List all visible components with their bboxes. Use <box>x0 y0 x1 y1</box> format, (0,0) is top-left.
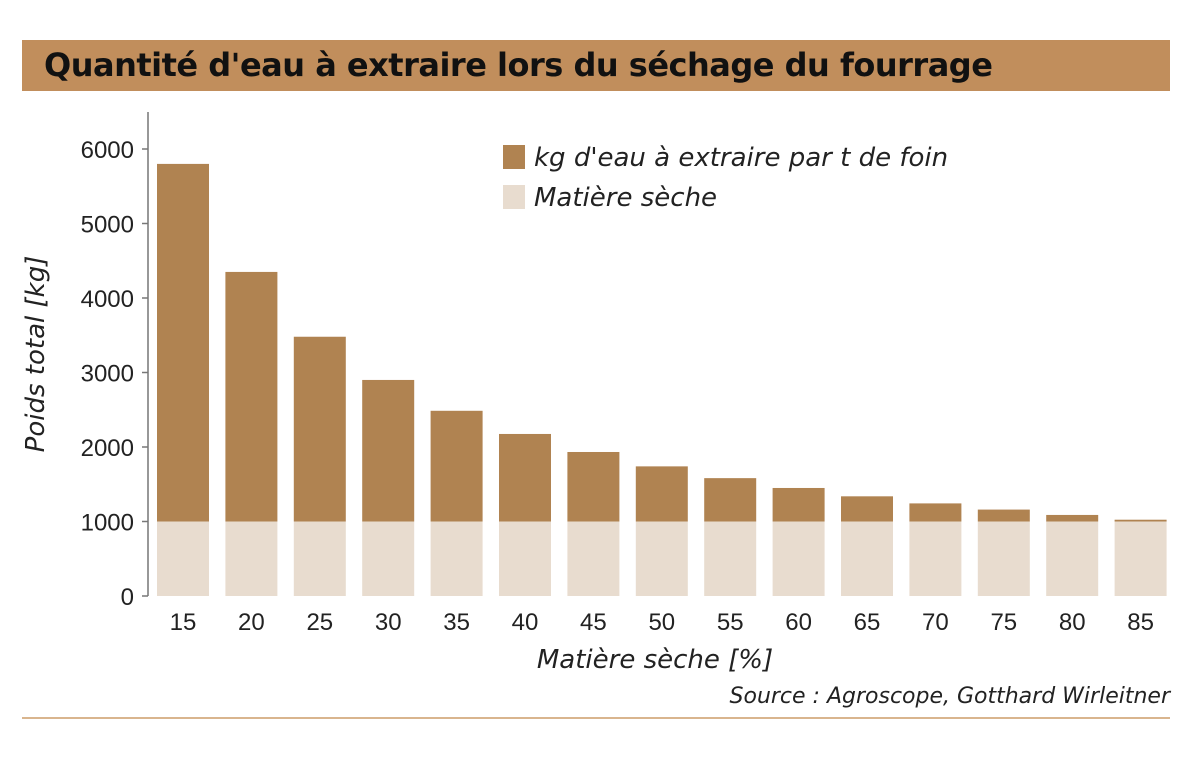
y-axis-label: Poids total [kg] <box>21 256 51 453</box>
x-tick-label: 15 <box>170 609 197 636</box>
bar-water <box>841 496 893 522</box>
bar-dry-matter <box>430 521 483 596</box>
x-tick-label: 80 <box>1059 609 1086 636</box>
bar-dry-matter <box>635 521 688 596</box>
x-tick-label: 85 <box>1127 609 1154 636</box>
x-tick-label: 65 <box>854 609 881 636</box>
legend-label: kg d'eau à extraire par t de foin <box>534 143 948 173</box>
bar-dry-matter <box>1114 521 1167 596</box>
bar-dry-matter <box>909 521 962 596</box>
y-tick-label: 4000 <box>81 286 134 313</box>
bar-dry-matter <box>225 521 278 596</box>
bar-dry-matter <box>567 521 620 596</box>
title-bar: Quantité d'eau à extraire lors du séchag… <box>22 40 1170 91</box>
chart-title: Quantité d'eau à extraire lors du séchag… <box>44 46 993 84</box>
bar-dry-matter <box>1046 521 1099 596</box>
x-tick-label: 75 <box>990 609 1017 636</box>
bar-dry-matter <box>499 521 551 596</box>
bar-water <box>499 433 551 522</box>
bar-water <box>225 271 278 522</box>
bar-water <box>293 336 346 522</box>
legend-label: Matière sèche <box>534 183 717 213</box>
bar-water <box>704 478 757 522</box>
x-tick-label: 45 <box>580 609 607 636</box>
bar-water <box>157 163 209 522</box>
bar-water <box>362 379 415 522</box>
bar-water <box>977 509 1030 522</box>
y-tick-label: 1000 <box>81 510 134 537</box>
y-tick-label: 6000 <box>81 137 134 164</box>
bottom-rule <box>22 717 1170 719</box>
x-tick-label: 50 <box>648 609 675 636</box>
bar-water <box>1114 519 1167 522</box>
y-tick-label: 5000 <box>81 212 134 239</box>
bar-water <box>1046 514 1099 522</box>
x-tick-label: 30 <box>375 609 402 636</box>
x-tick-label: 55 <box>717 609 744 636</box>
legend-swatch <box>503 185 525 209</box>
y-tick-label: 0 <box>121 584 134 611</box>
bar-dry-matter <box>977 521 1030 596</box>
x-tick-label: 20 <box>238 609 265 636</box>
x-tick-label: 40 <box>512 609 539 636</box>
x-tick-label: 25 <box>306 609 333 636</box>
y-tick-label: 2000 <box>81 435 134 462</box>
legend-swatch <box>503 145 525 169</box>
bar-water <box>567 451 620 522</box>
bar-dry-matter <box>841 521 893 596</box>
bar-dry-matter <box>772 521 825 596</box>
bar-dry-matter <box>293 521 346 596</box>
y-tick-label: 3000 <box>81 361 134 388</box>
bar-water <box>909 503 962 522</box>
bar-water <box>772 487 825 522</box>
bar-water <box>430 410 483 522</box>
bar-dry-matter <box>704 521 757 596</box>
bar-dry-matter <box>157 521 209 596</box>
x-tick-label: 60 <box>785 609 812 636</box>
x-axis-label: Matière sèche [%] <box>537 645 773 675</box>
source-note: Source : Agroscope, Gotthard Wirleitner <box>730 684 1172 709</box>
x-tick-label: 70 <box>922 609 949 636</box>
x-tick-label: 35 <box>443 609 470 636</box>
bar-dry-matter <box>362 521 415 596</box>
bar-water <box>635 466 688 522</box>
